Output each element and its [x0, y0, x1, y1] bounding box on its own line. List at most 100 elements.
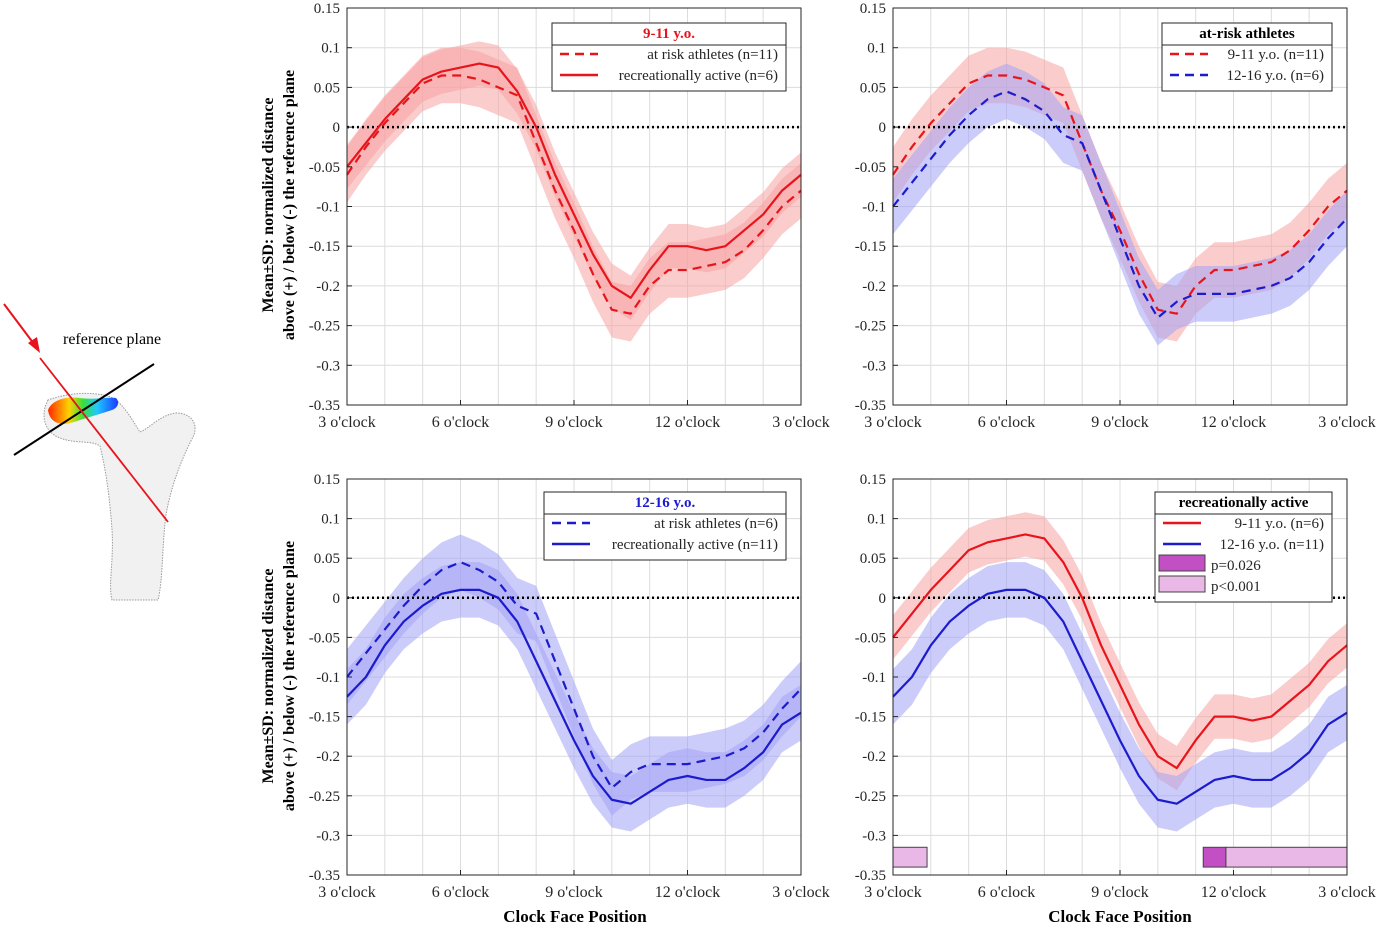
femur-inset: reference plane	[3, 303, 196, 601]
axis-red-line	[39, 357, 169, 523]
y-tick-label: 0	[333, 120, 341, 136]
y-tick-label: 0.1	[321, 41, 340, 57]
y-tick-label: -0.05	[309, 630, 340, 646]
y-tick-label: 0	[879, 120, 887, 136]
x-tick-label: 3 o'clock	[864, 884, 922, 901]
reference-plane-line	[13, 363, 155, 456]
series-line	[346, 74, 802, 315]
y-tick-label: -0.25	[855, 319, 886, 335]
x-tick-label: 3 o'clock	[1318, 884, 1376, 901]
x-axis-label-left: Clock Face Position	[503, 907, 647, 926]
y-tick-label: -0.2	[316, 749, 340, 765]
y-tick-label: 0.05	[860, 551, 886, 567]
x-tick-label: 3 o'clock	[772, 414, 830, 431]
x-tick-label: 6 o'clock	[432, 414, 490, 431]
y-tick-label: -0.2	[862, 279, 886, 295]
y-tick-label: -0.25	[309, 789, 340, 805]
y-tick-label: -0.25	[309, 319, 340, 335]
y-tick-label: -0.35	[309, 868, 340, 884]
y-tick-label: 0.05	[314, 80, 340, 96]
sd-band	[893, 562, 1347, 832]
legend-title: 9-11 y.o.	[643, 26, 695, 42]
legend-entry: recreationally active (n=11)	[612, 537, 778, 553]
x-tick-label: 12 o'clock	[655, 884, 721, 901]
legend-swatch	[1158, 575, 1206, 593]
y-tick-label: -0.1	[316, 670, 340, 686]
series-line	[892, 533, 1348, 770]
legend-entry: at risk athletes (n=6)	[654, 516, 778, 532]
y-tick-label: -0.3	[316, 828, 340, 844]
legend-box	[1161, 22, 1333, 92]
y-tick-label: -0.35	[309, 398, 340, 414]
y-axis-label-top-line1: Mean±SD: normalized distance	[260, 98, 277, 313]
x-tick-label: 3 o'clock	[1318, 414, 1376, 431]
chart-panel-4: 0.15 0.1 0.05 0 -0.05 -0.1 -0.15 -0.2 -0.25 -0.3 -…	[855, 472, 1376, 901]
y-tick-label: 0.15	[860, 472, 886, 488]
sd-band	[893, 512, 1347, 791]
x-tick-label: 9 o'clock	[1091, 414, 1149, 431]
legend: at-risk athletes 9-11 y.o. (n=11) 12-16 y.…	[1161, 22, 1333, 92]
y-axis-label-bottom-line1: Mean±SD: normalized distance	[260, 569, 277, 784]
y-tick-label: -0.15	[309, 239, 340, 255]
x-tick-label: 3 o'clock	[864, 414, 922, 431]
legend-entry: p<0.001	[1211, 579, 1261, 595]
y-tick-label: 0.15	[860, 1, 886, 17]
y-tick-label: -0.1	[862, 670, 886, 686]
series-line	[346, 62, 802, 299]
legend-entry: recreationally active (n=6)	[619, 68, 778, 84]
legend-swatch	[1158, 554, 1206, 572]
y-tick-label: -0.2	[316, 279, 340, 295]
legend-title: at-risk athletes	[1199, 26, 1295, 42]
series-line	[892, 90, 1348, 319]
chart-panels: 0.15 0.1 0.05 0 -0.05 -0.1 -0.15 -0.2 -0.25 -0.3 -…	[309, 1, 1376, 901]
y-tick-label: -0.35	[855, 398, 886, 414]
y-tick-label: 0.1	[867, 512, 886, 528]
y-tick-label: -0.15	[309, 710, 340, 726]
chart-panel-1: 0.15 0.1 0.05 0 -0.05 -0.1 -0.15 -0.2 -0.25 -0.3 -…	[309, 1, 830, 431]
y-tick-label: 0	[879, 591, 887, 607]
series-line	[346, 588, 802, 805]
x-tick-label: 9 o'clock	[545, 414, 603, 431]
legend: 9-11 y.o. at risk athletes (n=11) recreati…	[551, 22, 787, 92]
x-tick-label: 6 o'clock	[432, 884, 490, 901]
sd-band	[893, 63, 1347, 346]
y-tick-label: -0.3	[862, 828, 886, 844]
y-tick-label: -0.25	[855, 789, 886, 805]
x-tick-label: 3 o'clock	[772, 884, 830, 901]
legend: recreationally active 9-11 y.o. (n=6) 12-1…	[1154, 491, 1333, 603]
y-axis-label-top-line2: above (+) / below (-) the reference plan…	[281, 70, 298, 340]
femur-bone-shape	[43, 392, 196, 601]
y-tick-label: -0.1	[862, 200, 886, 216]
x-tick-label: 12 o'clock	[1201, 884, 1267, 901]
legend-entry: p=0.026	[1211, 558, 1261, 574]
x-axis-label-right: Clock Face Position	[1048, 907, 1192, 926]
y-tick-label: 0.15	[314, 1, 340, 17]
chart-panel-2: 0.15 0.1 0.05 0 -0.05 -0.1 -0.15 -0.2 -0.25 -0.3 -…	[855, 1, 1376, 431]
legend-entry: 9-11 y.o. (n=6)	[1235, 516, 1324, 532]
y-tick-label: -0.05	[855, 630, 886, 646]
y-tick-label: 0	[333, 591, 341, 607]
x-tick-label: 9 o'clock	[545, 884, 603, 901]
x-tick-label: 6 o'clock	[978, 884, 1036, 901]
y-tick-label: 0.15	[314, 472, 340, 488]
series-line	[892, 588, 1348, 805]
y-tick-label: -0.1	[316, 200, 340, 216]
y-tick-label: -0.15	[855, 239, 886, 255]
significance-region	[892, 846, 928, 868]
y-tick-label: 0.05	[860, 80, 886, 96]
arrow-shaft	[3, 303, 35, 345]
x-tick-label: 3 o'clock	[318, 414, 376, 431]
series-line	[892, 74, 1348, 315]
y-tick-label: -0.35	[855, 868, 886, 884]
significance-region	[1202, 846, 1227, 868]
legend-entry: 12-16 y.o. (n=6)	[1227, 68, 1324, 84]
sd-band	[347, 41, 801, 321]
x-tick-label: 9 o'clock	[1091, 884, 1149, 901]
y-tick-label: -0.05	[309, 160, 340, 176]
x-tick-label: 3 o'clock	[318, 884, 376, 901]
legend: 12-16 y.o. at risk athletes (n=6) recreati…	[543, 491, 787, 561]
arrow-icon	[28, 337, 40, 353]
chart-panel-3: 0.15 0.1 0.05 0 -0.05 -0.1 -0.15 -0.2 -0.25 -0.3 -…	[309, 472, 830, 901]
legend-entry: at risk athletes (n=11)	[647, 47, 778, 63]
